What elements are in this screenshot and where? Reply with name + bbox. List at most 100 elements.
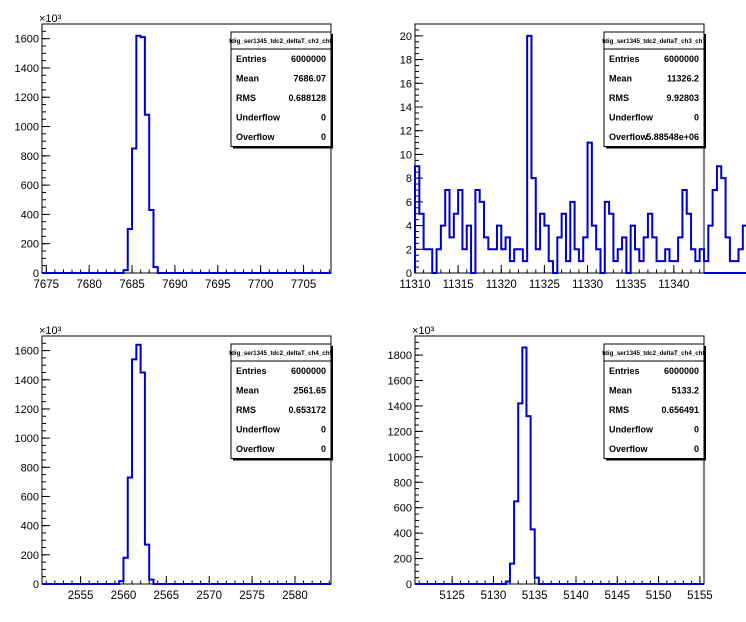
x-tick-label: 11320	[486, 279, 517, 291]
x-tick-label: 5125	[439, 590, 465, 602]
y-tick-label: 1200	[15, 92, 39, 104]
pad-ch3-ch7: 11310 11315 11320 11325 11330 11335 11340 0 2 4 6 8…	[399, 23, 746, 291]
x-tick-label: 2560	[111, 590, 137, 602]
y-tick-label: 800	[21, 462, 39, 474]
stats-value: 6000000	[664, 54, 699, 64]
x-tick-label: 7690	[162, 279, 188, 291]
stats-box	[230, 343, 332, 459]
stats-title: tdig_ser1345_tdc2_deltaT_ch3_ch8	[229, 38, 333, 45]
stats-value: 9.92803	[666, 93, 699, 103]
stats-value: 6000000	[291, 54, 326, 64]
x-tick-label: 5140	[563, 590, 589, 602]
y-tick-label: 8	[406, 173, 412, 185]
stats-value: 0	[321, 444, 326, 454]
x-tick-label: 2580	[282, 590, 308, 602]
y-tick-label: 12	[400, 126, 412, 138]
y-exponent-label: ×10³	[39, 325, 62, 337]
stats-label: Underflow	[609, 425, 654, 435]
stats-title: tdig_ser1345_tdc2_deltaT_ch4_ch5	[229, 350, 333, 357]
y-tick-label: 1400	[15, 375, 39, 387]
y-tick-label: 800	[394, 477, 412, 489]
y-tick-label: 6	[406, 197, 412, 209]
stats-label: Underflow	[236, 425, 281, 435]
stats-value: 0.653172	[288, 405, 326, 415]
y-tick-label: 0	[406, 579, 412, 591]
x-tick-label: 11340	[658, 279, 689, 291]
x-tick-label: 2555	[68, 590, 94, 602]
x-tick-label: 7695	[205, 279, 231, 291]
stats-title: tdig_ser1345_tdc2_deltaT_ch3_ch7	[602, 38, 706, 45]
y-tick-label: 0	[33, 579, 39, 591]
y-tick-label: 0	[406, 268, 412, 280]
y-tick-label: 1200	[388, 426, 412, 438]
stats-title: tdig_ser1345_tdc2_deltaT_ch4_ch8	[602, 350, 706, 357]
y-tick-label: 2	[406, 244, 412, 256]
x-tick-label: 2565	[154, 590, 180, 602]
y-tick-label: 1400	[388, 401, 412, 413]
stats-value: 0	[694, 444, 699, 454]
stats-box	[603, 31, 705, 147]
stats-value: 6000000	[664, 366, 699, 376]
x-tick-label: 5155	[687, 590, 713, 602]
stats-label: RMS	[609, 405, 629, 415]
stats-label: Mean	[236, 74, 259, 84]
y-exponent-label: ×10³	[39, 13, 62, 25]
stats-label: Entries	[236, 366, 267, 376]
stats-label: Overflow	[236, 444, 276, 454]
y-tick-label: 4	[406, 221, 412, 233]
stats-label: Overflow	[609, 132, 649, 142]
stats-label: Mean	[609, 386, 632, 396]
y-tick-label: 1400	[15, 63, 39, 75]
y-tick-label: 1600	[388, 376, 412, 388]
stats-label: RMS	[609, 93, 629, 103]
y-tick-label: 600	[21, 180, 39, 192]
stats-label: RMS	[236, 93, 256, 103]
x-tick-label: 5150	[646, 590, 672, 602]
x-tick-label: 5135	[522, 590, 548, 602]
stats-label: Entries	[609, 54, 640, 64]
y-tick-label: 16	[400, 78, 412, 90]
stats-label: Overflow	[609, 444, 649, 454]
x-tick-label: 2575	[239, 590, 265, 602]
x-tick-label: 5130	[481, 590, 507, 602]
y-exponent-label: ×10³	[412, 325, 435, 337]
x-tick-label: 11335	[615, 279, 646, 291]
x-tick-label: 7700	[248, 279, 274, 291]
y-tick-label: 600	[394, 503, 412, 515]
y-tick-label: 1600	[15, 346, 39, 358]
x-tick-label: 11330	[572, 279, 603, 291]
stats-label: Underflow	[609, 113, 654, 123]
y-tick-label: 400	[394, 528, 412, 540]
stats-value: 0	[694, 425, 699, 435]
x-tick-label: 5145	[605, 590, 631, 602]
y-tick-label: 10	[400, 149, 412, 161]
stats-value: 0	[694, 113, 699, 123]
stats-label: Underflow	[236, 113, 281, 123]
stats-value: 6000000	[291, 366, 326, 376]
histogram-series	[42, 34, 331, 274]
x-tick-label: 7685	[119, 279, 145, 291]
histogram-series	[414, 34, 746, 274]
stats-value: 0	[321, 132, 326, 142]
y-tick-label: 1000	[15, 122, 39, 134]
y-tick-label: 14	[400, 102, 412, 114]
x-tick-label: 11315	[443, 279, 474, 291]
y-tick-label: 200	[394, 554, 412, 566]
stats-label: Mean	[236, 386, 259, 396]
y-tick-label: 1600	[15, 34, 39, 46]
stats-value: 5.88548e+06	[646, 132, 699, 142]
stats-value: 0.688128	[288, 93, 326, 103]
x-tick-label: 7705	[291, 279, 317, 291]
histogram-series	[42, 343, 331, 585]
y-tick-label: 1000	[388, 452, 412, 464]
x-tick-label: 2570	[196, 590, 222, 602]
stats-label: Mean	[609, 74, 632, 84]
stats-box	[603, 343, 705, 459]
stats-value: 2561.65	[293, 386, 326, 396]
stats-label: Entries	[236, 54, 267, 64]
y-tick-label: 200	[21, 550, 39, 562]
stats-value: 11326.2	[667, 74, 699, 84]
pad-ch4-ch5: 2555 2560 2565 2570 2575 2580 0 200 400 600 800 100…	[15, 325, 334, 602]
stats-value: 7686.07	[293, 74, 326, 84]
